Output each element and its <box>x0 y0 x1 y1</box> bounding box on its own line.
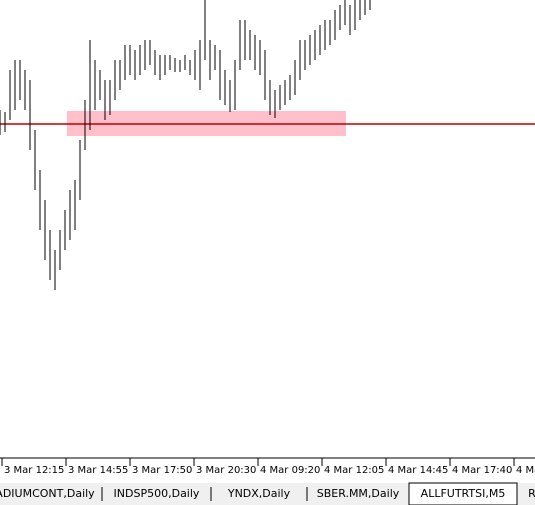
time-label: 3 Mar 14:55 <box>68 465 128 476</box>
tab[interactable]: ALLFUTRTSI,M5 <box>408 482 518 505</box>
active-tab-bg <box>408 482 518 505</box>
tab-label: ADIUMCONT,Daily <box>0 487 95 500</box>
tab[interactable]: INDSP500,Daily <box>114 487 212 501</box>
time-label: 3 Mar 12:15 <box>4 465 64 476</box>
time-label: 4 Ma <box>516 465 535 476</box>
tab-label: SBER.MM,Daily <box>317 487 400 500</box>
tabs: ADIUMCONT,Daily INDSP500,Daily YNDX,Daily S… <box>0 482 535 505</box>
tab[interactable]: R <box>528 487 535 501</box>
time-label: 4 Mar 14:45 <box>388 465 448 476</box>
tab-label: R <box>528 487 535 500</box>
time-label: 4 Mar 17:40 <box>452 465 512 476</box>
tab-label: INDSP500,Daily <box>114 487 200 500</box>
time-label: 3 Mar 17:50 <box>132 465 192 476</box>
tab[interactable]: ADIUMCONT,Daily <box>0 487 103 501</box>
price-bars <box>0 0 371 290</box>
time-label: 3 Mar 20:30 <box>196 465 256 476</box>
tab[interactable]: SBER.MM,Daily <box>317 487 410 501</box>
time-label: 4 Mar 12:05 <box>324 465 384 476</box>
tab[interactable]: YNDX,Daily <box>227 487 308 501</box>
time-axis: 3 Mar 12:15 3 Mar 14:55 3 Mar 17:50 3 Mar 2… <box>1 458 535 476</box>
tab-bar <box>0 483 535 505</box>
tab-label: YNDX,Daily <box>227 487 291 500</box>
time-label: 4 Mar 09:20 <box>260 465 320 476</box>
tab-label: ALLFUTRTSI,M5 <box>421 487 506 500</box>
